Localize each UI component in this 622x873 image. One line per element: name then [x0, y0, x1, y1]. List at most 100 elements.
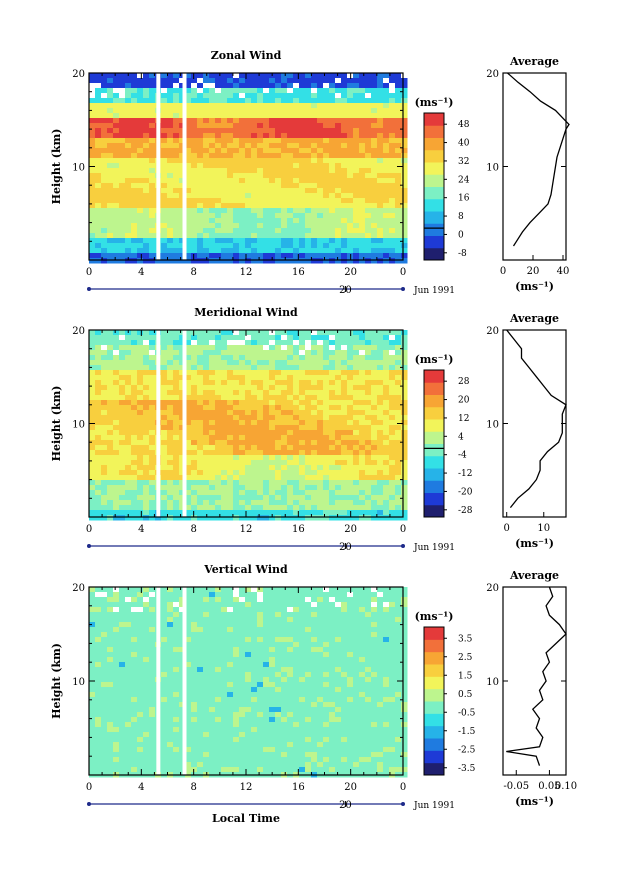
- heatmap-cell: [383, 335, 390, 341]
- heatmap-cell: [311, 158, 318, 164]
- heatmap-cell: [269, 385, 276, 391]
- heatmap-cell: [263, 345, 270, 351]
- heatmap-cell: [221, 622, 228, 628]
- heatmap-cell: [329, 253, 336, 259]
- heatmap-cell: [269, 500, 276, 506]
- heatmap-cell: [317, 360, 324, 366]
- heatmap-cell: [251, 148, 258, 154]
- heatmap-cell: [137, 78, 144, 84]
- heatmap-cell: [173, 465, 180, 471]
- heatmap-cell: [275, 515, 282, 521]
- heatmap-cell: [359, 133, 366, 139]
- heatmap-cell: [347, 647, 354, 653]
- heatmap-cell: [143, 495, 150, 501]
- heatmap-cell: [131, 118, 138, 124]
- heatmap-cell: [203, 390, 210, 396]
- heatmap-cell: [221, 203, 228, 209]
- heatmap-cell: [107, 470, 114, 476]
- heatmap-cell: [227, 88, 234, 94]
- heatmap-cell: [215, 178, 222, 184]
- heatmap-cell: [263, 370, 270, 376]
- x-tick-label: 0: [86, 267, 92, 278]
- heatmap-cell: [101, 330, 108, 336]
- heatmap-cell: [377, 420, 384, 426]
- heatmap-cell: [197, 642, 204, 648]
- heatmap-cell: [95, 163, 102, 169]
- heatmap-cell: [149, 622, 156, 628]
- heatmap-cell: [257, 213, 264, 219]
- heatmap-cell: [377, 587, 384, 593]
- heatmap-cell: [143, 460, 150, 466]
- heatmap-cell: [119, 480, 126, 486]
- heatmap-cell: [383, 440, 390, 446]
- heatmap-cell: [107, 198, 114, 204]
- heatmap-cell: [179, 460, 186, 466]
- heatmap-cell: [251, 218, 258, 224]
- heatmap-cell: [149, 345, 156, 351]
- heatmap-cell: [371, 123, 378, 129]
- heatmap-cell: [203, 385, 210, 391]
- heatmap-cell: [341, 183, 348, 189]
- heatmap-cell: [359, 430, 366, 436]
- heatmap-cell: [185, 98, 192, 104]
- heatmap-cell: [131, 223, 138, 229]
- heatmap-cell: [359, 647, 366, 653]
- heatmap-cell: [401, 597, 408, 603]
- heatmap-cell: [89, 238, 96, 244]
- heatmap-cell: [95, 78, 102, 84]
- heatmap-cell: [275, 435, 282, 441]
- heatmap-cell: [281, 78, 288, 84]
- heatmap-cell: [287, 440, 294, 446]
- heatmap-cell: [119, 168, 126, 174]
- heatmap-cell: [335, 173, 342, 179]
- heatmap-cell: [185, 505, 192, 511]
- heatmap-cell: [395, 248, 402, 254]
- heatmap-cell: [107, 375, 114, 381]
- heatmap-cell: [317, 258, 324, 264]
- heatmap-cell: [149, 238, 156, 244]
- heatmap-cell: [353, 83, 360, 89]
- heatmap-cell: [317, 375, 324, 381]
- heatmap-cell: [281, 460, 288, 466]
- heatmap-cell: [113, 188, 120, 194]
- heatmap-cell: [179, 93, 186, 99]
- heatmap-cell: [401, 440, 408, 446]
- heatmap-cell: [383, 108, 390, 114]
- heatmap-cell: [263, 395, 270, 401]
- heatmap-cell: [119, 88, 126, 94]
- heatmap-cell: [215, 198, 222, 204]
- heatmap-cell: [221, 375, 228, 381]
- heatmap-cell: [89, 425, 96, 431]
- heatmap-cell: [233, 233, 240, 239]
- heatmap-cell: [359, 380, 366, 386]
- heatmap-cell: [365, 248, 372, 254]
- heatmap-cell: [209, 158, 216, 164]
- heatmap-cell: [137, 420, 144, 426]
- heatmap-cell: [311, 410, 318, 416]
- heatmap-cell: [191, 485, 198, 491]
- heatmap-cell: [287, 602, 294, 608]
- heatmap-cell: [209, 587, 216, 593]
- heatmap-cell: [401, 183, 408, 189]
- heatmap-cell: [275, 405, 282, 411]
- heatmap-cell: [299, 355, 306, 361]
- heatmap-cell: [383, 490, 390, 496]
- heatmap-cell: [209, 460, 216, 466]
- heatmap-cell: [371, 445, 378, 451]
- heatmap-cell: [179, 335, 186, 341]
- heatmap-cell: [293, 597, 300, 603]
- heatmap-cell: [353, 133, 360, 139]
- heatmap-cell: [311, 248, 318, 254]
- heatmap-cell: [323, 355, 330, 361]
- heatmap-cell: [365, 345, 372, 351]
- heatmap-cell: [341, 123, 348, 129]
- heatmap-cell: [305, 233, 312, 239]
- heatmap-cell: [197, 78, 204, 84]
- heatmap-cell: [275, 143, 282, 149]
- heatmap-cell: [353, 380, 360, 386]
- heatmap-cell: [245, 400, 252, 406]
- heatmap-cell: [287, 330, 294, 336]
- heatmap-cell: [377, 198, 384, 204]
- heatmap-cell: [143, 208, 150, 214]
- heatmap-cell: [329, 340, 336, 346]
